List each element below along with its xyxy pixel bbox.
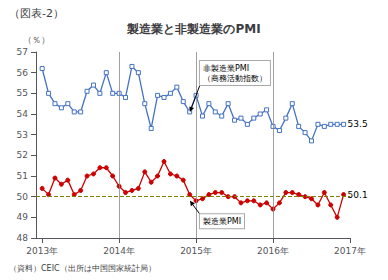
svg-text:製造業PMI: 製造業PMI (203, 217, 241, 226)
svg-text:2016年: 2016年 (257, 246, 289, 256)
svg-text:（資料）CEIC（出所は中国国家統計局）: （資料）CEIC（出所は中国国家統計局） (9, 264, 156, 273)
svg-text:54: 54 (17, 109, 29, 119)
svg-text:52: 52 (17, 150, 28, 160)
svg-text:2017年: 2017年 (334, 246, 366, 256)
svg-text:49: 49 (17, 212, 29, 222)
svg-text:（商務活動指数）: （商務活動指数） (203, 74, 267, 83)
svg-text:2015年: 2015年 (180, 246, 212, 256)
svg-text:（％）: （％） (23, 35, 50, 45)
svg-text:51: 51 (17, 171, 28, 181)
svg-text:（図表-2）: （図表-2） (9, 7, 64, 20)
svg-text:55: 55 (17, 88, 28, 98)
svg-text:製造業と非製造業のPMI: 製造業と非製造業のPMI (126, 22, 260, 36)
svg-text:53.5: 53.5 (348, 119, 368, 129)
svg-text:2014年: 2014年 (103, 246, 135, 256)
svg-text:57: 57 (17, 47, 28, 57)
svg-text:50: 50 (17, 192, 29, 202)
svg-text:非製造業PMI: 非製造業PMI (203, 64, 249, 73)
svg-text:48: 48 (17, 233, 29, 243)
svg-text:2013年: 2013年 (26, 246, 58, 256)
svg-text:53: 53 (17, 130, 28, 140)
svg-text:50.1: 50.1 (348, 190, 368, 200)
svg-text:56: 56 (17, 68, 29, 78)
